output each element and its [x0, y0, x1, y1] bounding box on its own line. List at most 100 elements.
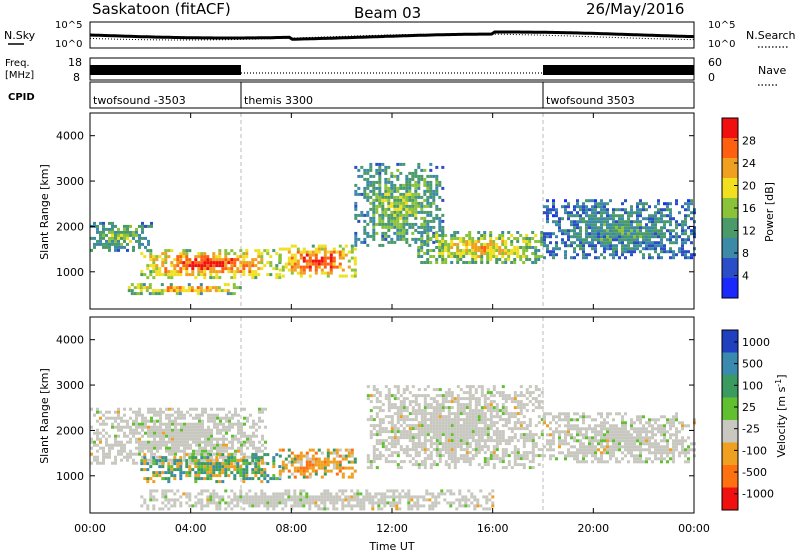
- echo-cell: [185, 453, 189, 457]
- echo-cell: [375, 454, 379, 458]
- echo-cell: [117, 236, 120, 240]
- echo-cell: [534, 397, 538, 401]
- echo-cell: [636, 229, 639, 233]
- echo-cell: [609, 199, 612, 203]
- echo-cell: [188, 474, 192, 478]
- echo-cell: [326, 274, 330, 278]
- echo-cell: [462, 243, 466, 246]
- echo-cell: [411, 457, 415, 461]
- echo-cell: [606, 235, 609, 239]
- echo-cell: [191, 270, 195, 274]
- echo-cell: [329, 495, 333, 499]
- echo-cell: [600, 202, 603, 206]
- echo-cell: [681, 445, 684, 449]
- echo-cell: [174, 431, 177, 435]
- echo-cell: [174, 410, 177, 414]
- echo-cell: [194, 276, 198, 280]
- echo-cell: [126, 440, 129, 444]
- echo-cell: [338, 448, 342, 452]
- echo-cell: [251, 270, 255, 274]
- echo-cell: [209, 273, 213, 277]
- echo-cell: [447, 439, 451, 443]
- echo-cell: [381, 168, 385, 172]
- echo-cell: [335, 454, 339, 458]
- echo-cell: [639, 442, 642, 446]
- echo-cell: [561, 412, 564, 416]
- echo-cell: [374, 495, 378, 499]
- echo-cell: [230, 456, 234, 460]
- echo-cell: [681, 223, 684, 227]
- echo-cell: [102, 233, 105, 237]
- echo-cell: [111, 446, 114, 450]
- echo-cell: [149, 498, 153, 502]
- echo-cell: [338, 466, 342, 470]
- echo-cell: [441, 418, 445, 422]
- echo-cell: [228, 410, 231, 414]
- echo-cell: [543, 232, 546, 236]
- echo-cell: [660, 451, 663, 455]
- echo-cell: [167, 507, 171, 511]
- echo-cell: [363, 192, 367, 196]
- echo-cell: [384, 222, 388, 226]
- echo-cell: [645, 235, 648, 239]
- echo-cell: [254, 249, 258, 253]
- echo-cell: [257, 252, 261, 256]
- echo-cell: [242, 255, 246, 259]
- echo-cell: [405, 448, 409, 452]
- echo-cell: [185, 501, 189, 505]
- echo-cell: [159, 455, 162, 459]
- echo-cell: [275, 498, 279, 502]
- echo-cell: [117, 449, 120, 453]
- echo-cell: [426, 439, 430, 443]
- echo-cell: [269, 255, 273, 259]
- echo-cell: [627, 217, 630, 221]
- echo-cell: [645, 208, 648, 212]
- echo-cell: [257, 462, 261, 466]
- echo-cell: [573, 454, 576, 458]
- echo-cell: [287, 259, 291, 263]
- echo-cell: [636, 439, 639, 443]
- echo-cell: [654, 454, 657, 458]
- echo-cell: [120, 230, 123, 234]
- echo-cell: [347, 454, 351, 458]
- echo-cell: [453, 466, 457, 470]
- echo-cell: [186, 437, 189, 441]
- echo-cell: [138, 452, 141, 456]
- echo-cell: [501, 460, 505, 464]
- echo-cell: [660, 235, 663, 239]
- echo-cell: [182, 267, 186, 271]
- echo-cell: [317, 507, 321, 511]
- echo-cell: [369, 195, 373, 199]
- echo-cell: [648, 442, 651, 446]
- echo-cell: [227, 258, 231, 262]
- echo-cell: [198, 443, 201, 447]
- echo-cell: [299, 498, 303, 502]
- echo-cell: [423, 400, 427, 404]
- echo-cell: [660, 208, 663, 212]
- echo-cell: [141, 443, 144, 447]
- echo-cell: [537, 388, 541, 392]
- echo-cell: [666, 250, 669, 254]
- echo-cell: [615, 229, 618, 233]
- echo-cell: [354, 192, 358, 196]
- echo-cell: [246, 416, 249, 420]
- echo-cell: [188, 456, 192, 460]
- echo-cell: [690, 232, 693, 236]
- echo-cell: [227, 474, 231, 478]
- echo-cell: [152, 267, 156, 271]
- echo-cell: [591, 436, 594, 440]
- echo-cell: [396, 201, 400, 205]
- echo-cell: [474, 430, 478, 434]
- echo-cell: [654, 448, 657, 452]
- echo-cell: [213, 419, 216, 423]
- echo-cell: [456, 433, 460, 437]
- echo-cell: [308, 250, 312, 254]
- echo-cell: [218, 507, 222, 511]
- echo-cell: [396, 231, 400, 235]
- echo-cell: [615, 436, 618, 440]
- echo-cell: [347, 259, 351, 263]
- echo-cell: [417, 433, 421, 437]
- echo-cell: [372, 174, 376, 178]
- echo-cell: [159, 410, 162, 414]
- echo-cell: [531, 451, 535, 455]
